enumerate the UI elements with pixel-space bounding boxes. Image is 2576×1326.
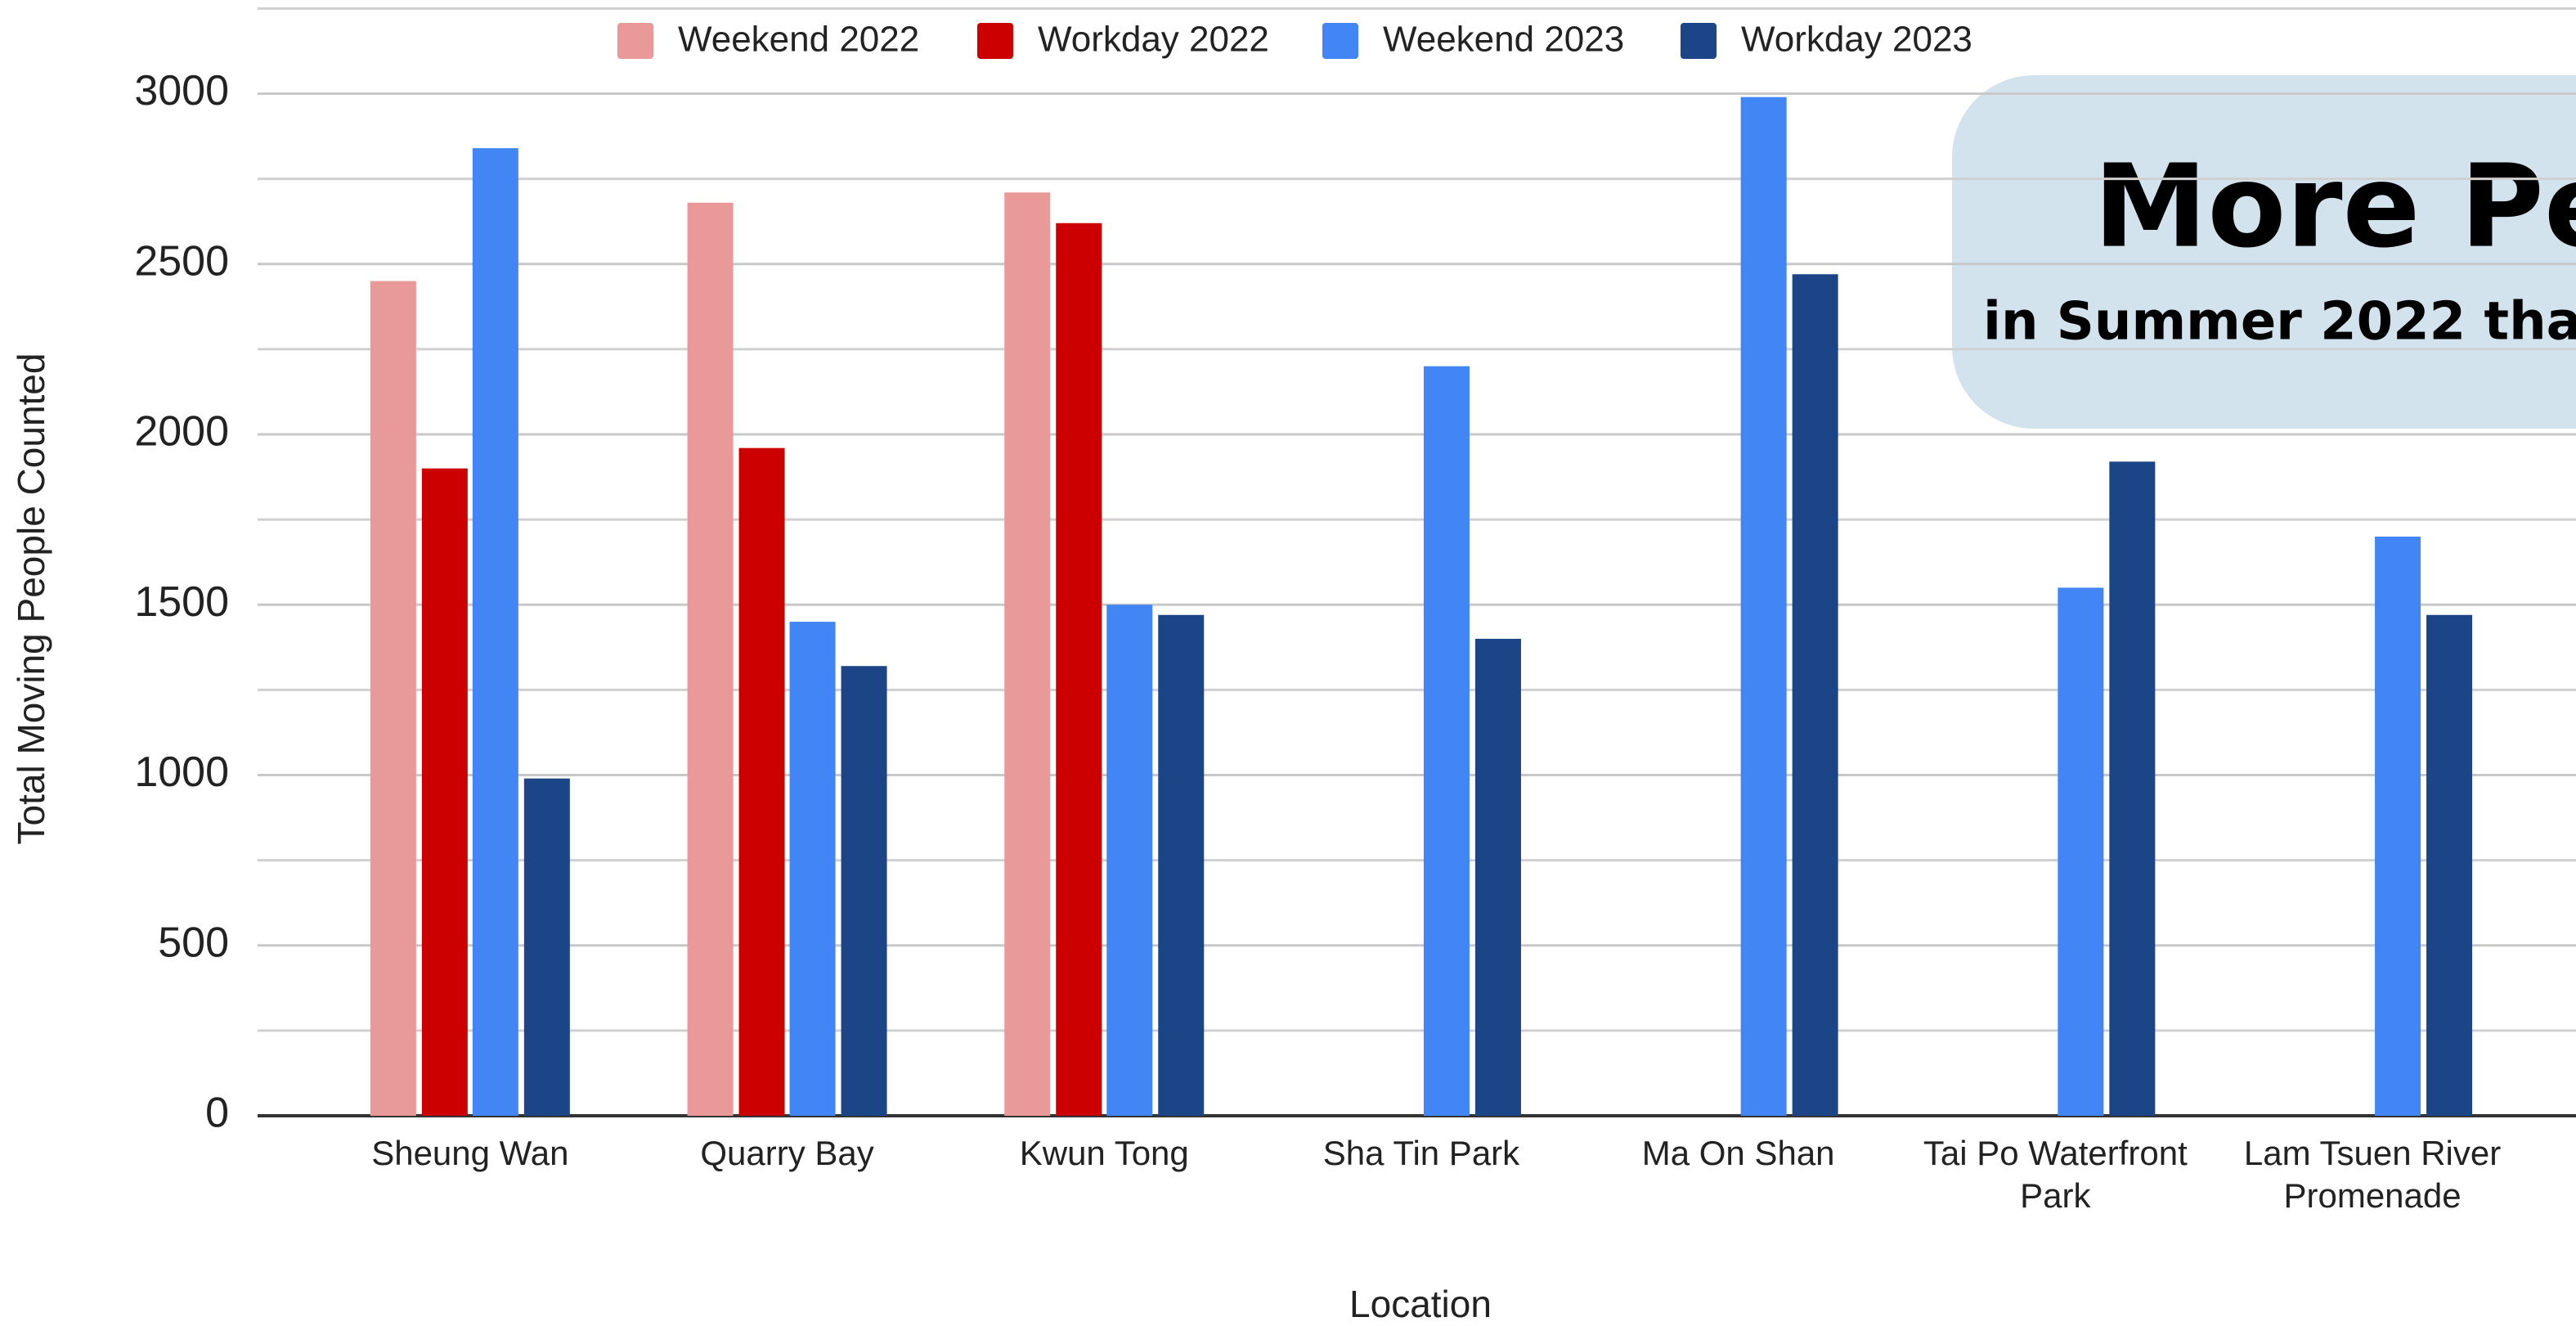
y-tick-label: 3000 [134,67,229,115]
x-axis-title: Location [1349,1283,1492,1325]
legend-label: Weekend 2022 [678,20,919,60]
legend-swatch [977,23,1013,59]
x-tick-label: Tai Po Waterfront Park [1923,1134,2188,1215]
bar [370,281,416,1116]
bar [2375,536,2421,1116]
x-tick-label: Quarry Bay [700,1134,874,1172]
y-tick-label: 2000 [134,408,229,456]
y-tick-label: 1500 [134,578,229,626]
bar [1106,605,1153,1116]
callout-box [1952,75,2576,429]
y-tick-label: 2500 [134,237,229,285]
callout-title: More Pe [2094,141,2576,274]
legend-swatch [1322,23,1358,59]
bar [472,148,518,1116]
bar [1004,192,1051,1116]
bar [1158,614,1205,1116]
bar [1474,638,1521,1116]
x-tick-label: Kwun Tong [1019,1134,1189,1172]
x-tick-label: Ma On Shan [1641,1134,1835,1172]
bar [2426,614,2473,1116]
bar [687,202,734,1116]
y-tick-label: 1000 [134,748,229,796]
y-axis-title: Total Moving People Counted [10,353,52,845]
y-tick-label: 500 [158,919,229,966]
bar [523,778,570,1116]
bar [1056,222,1102,1116]
bar [841,666,887,1116]
legend-label: Workday 2022 [1038,20,1269,60]
x-tick-label: Lam Tsuen River Promenade [2243,1134,2502,1215]
y-tick-label: 0 [205,1090,229,1137]
legend-swatch [617,23,653,59]
legend-label: Workday 2023 [1741,20,1972,60]
bar [2058,587,2104,1116]
x-tick-label: Sheung Wan [371,1134,569,1172]
legend-label: Weekend 2023 [1383,20,1624,60]
legend-swatch [1681,23,1717,59]
bar [789,622,836,1116]
bar [1423,366,1470,1116]
bar [421,468,468,1116]
bar [2109,461,2156,1116]
bar [1792,274,1838,1116]
callout-subtitle: in Summer 2022 than [1983,292,2576,353]
bar [1740,97,1787,1116]
bar [738,447,785,1116]
x-tick-label: Sha Tin Park [1322,1134,1520,1172]
